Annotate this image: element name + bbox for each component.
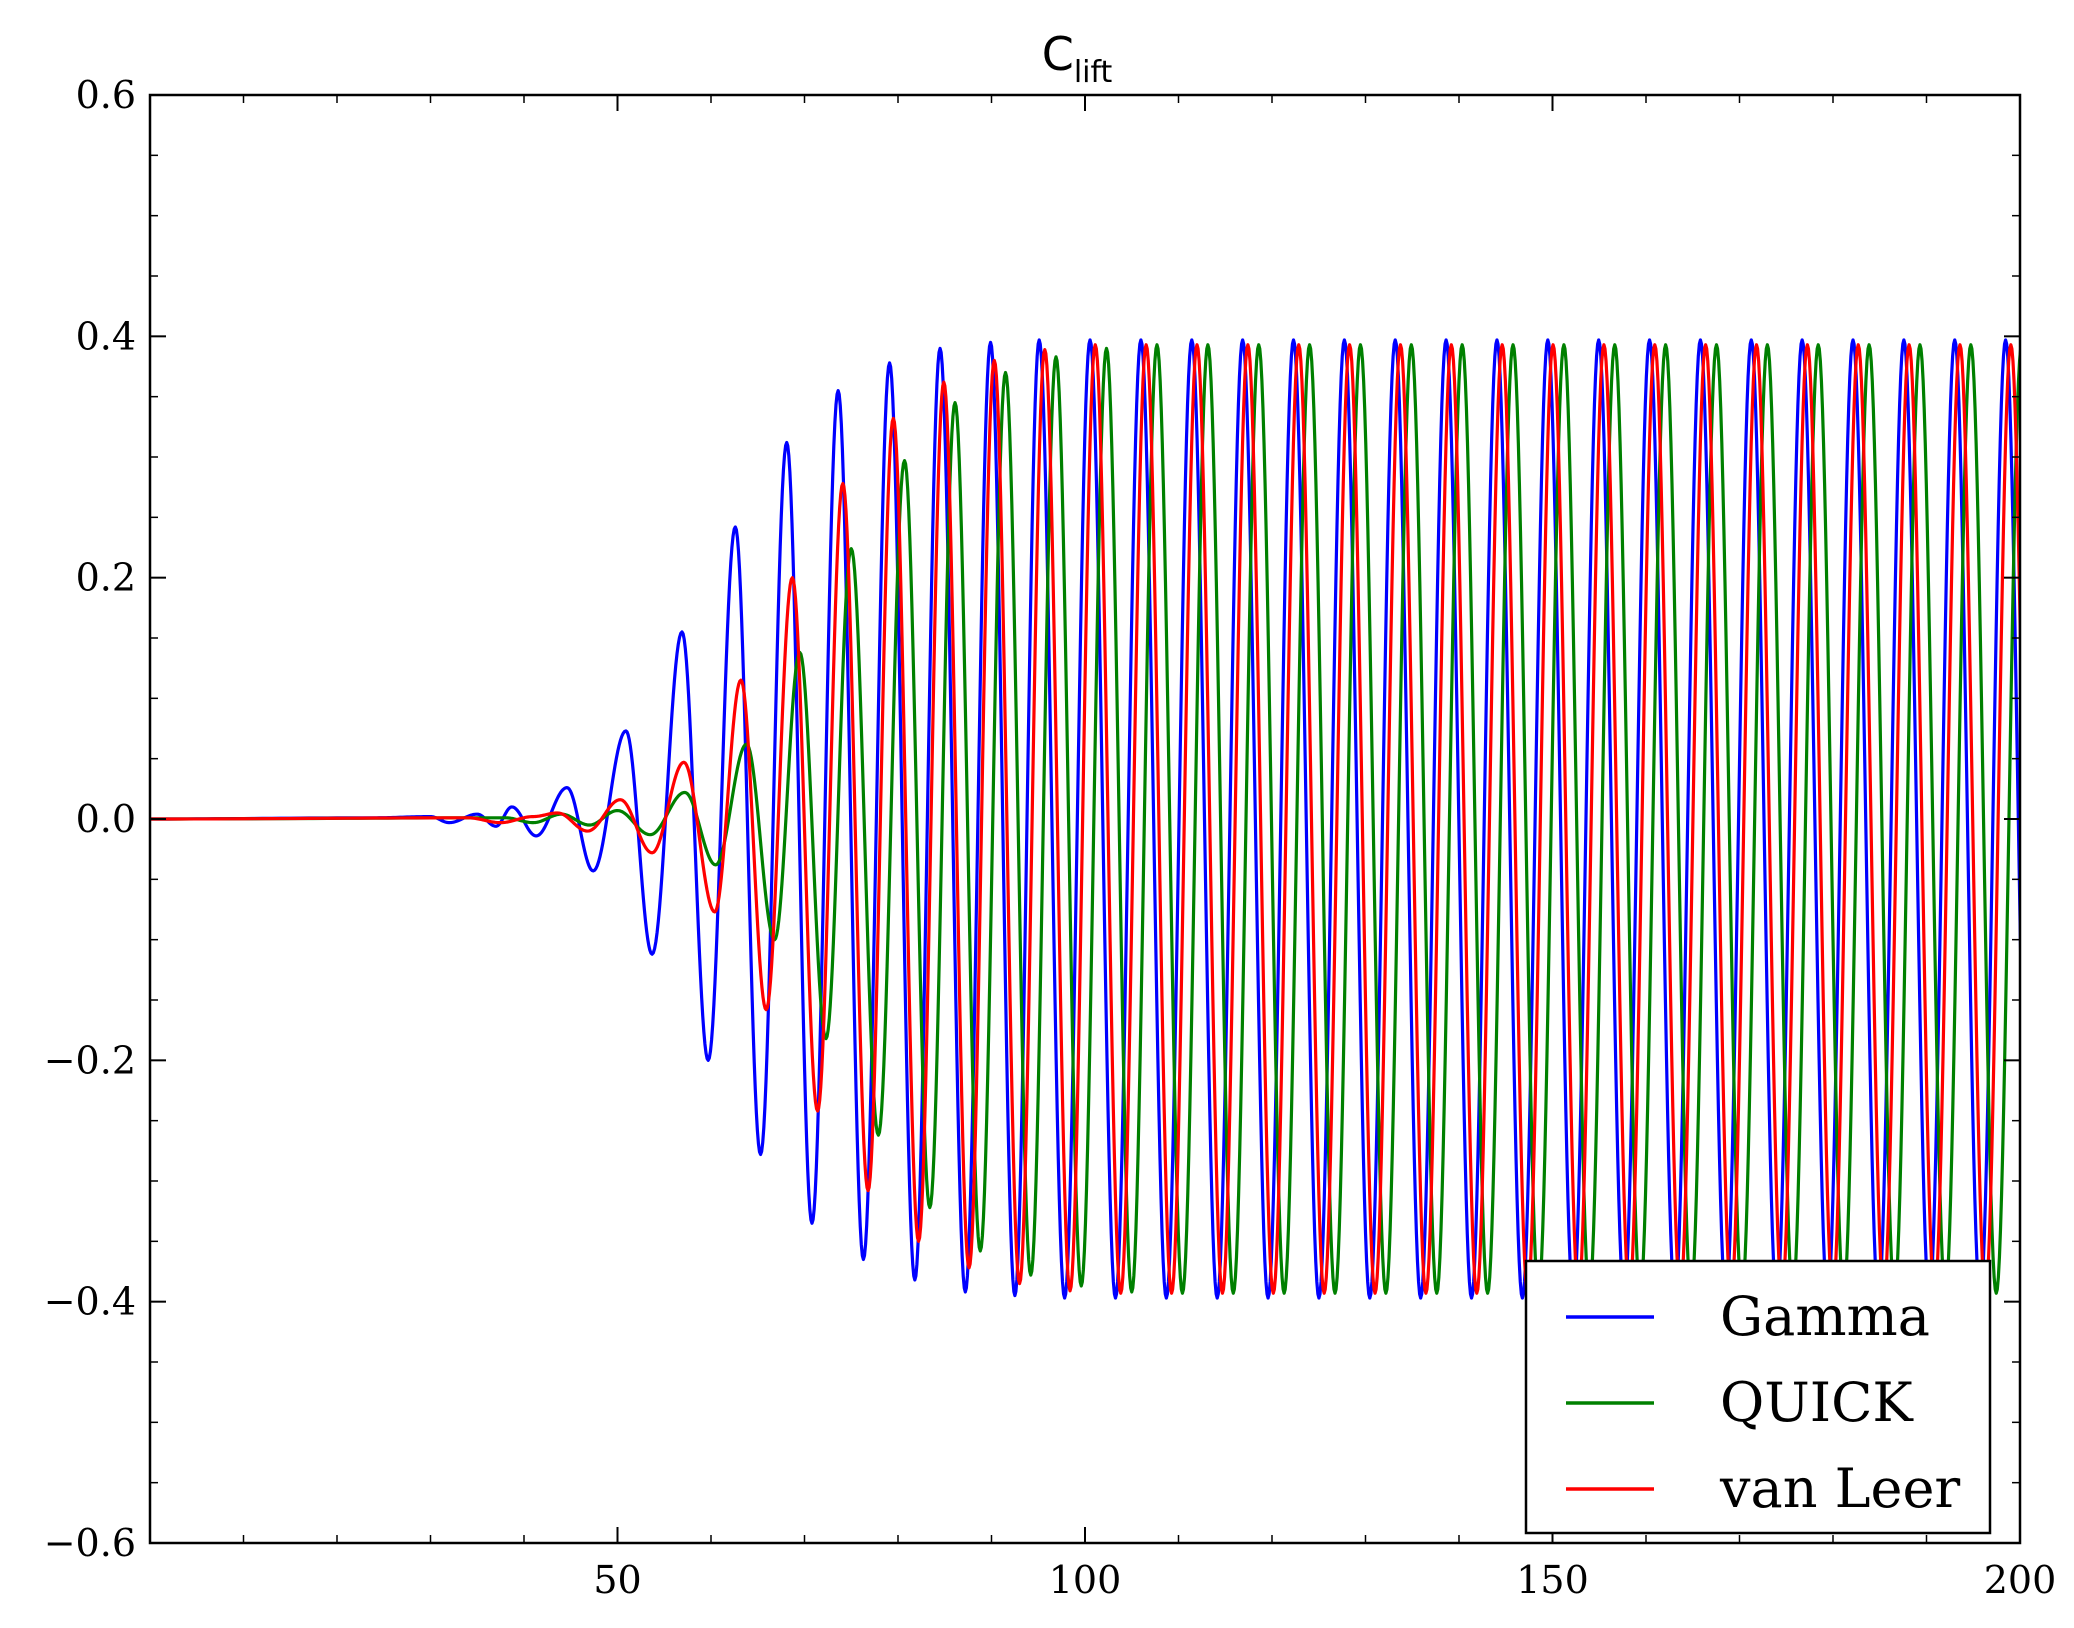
- x-tick-label: 200: [1984, 1558, 2057, 1602]
- x-tick-label: 100: [1049, 1558, 1122, 1602]
- y-tick-label: 0.6: [76, 73, 136, 117]
- legend-label: van Leer: [1719, 1457, 1960, 1520]
- x-tick-label: 50: [593, 1558, 641, 1602]
- y-tick-label: 0.4: [76, 314, 136, 358]
- series-line-van-leer: [150, 343, 2020, 1295]
- chart-title: Clift: [1042, 27, 1113, 90]
- y-tick-label: −0.6: [44, 1521, 136, 1565]
- chart-title-subscript: lift: [1074, 55, 1113, 90]
- legend: Gamma QUICK van Leer: [1524, 1259, 1992, 1535]
- x-tick-label: 150: [1516, 1558, 1589, 1602]
- y-tick-label: −0.4: [44, 1280, 136, 1324]
- legend-label: Gamma: [1720, 1285, 1930, 1348]
- axis-ticks: [150, 94, 2021, 1544]
- chart-title-text: C: [1042, 27, 1074, 81]
- y-tick-label: −0.2: [44, 1038, 136, 1082]
- legend-label: QUICK: [1720, 1371, 1914, 1434]
- y-tick-label: 0.2: [76, 556, 136, 600]
- plot-frame: [148, 93, 2022, 1545]
- y-tick-label: 0.0: [76, 797, 136, 841]
- tick-labels: 50 100 150 200 −0.6 −0.4 −0.2 0.0 0.2 0.4 0.6: [44, 73, 2057, 1602]
